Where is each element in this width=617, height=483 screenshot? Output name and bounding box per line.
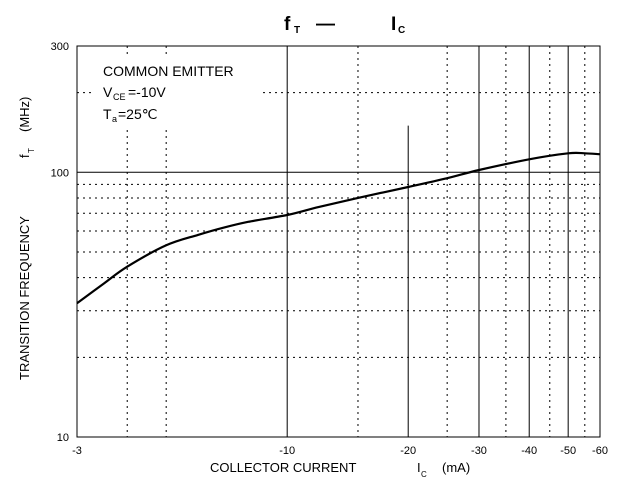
x-axis-label-subscript: C: [421, 470, 427, 479]
y-axis-label-unit: (MHz): [17, 97, 32, 132]
annotation-line-2-post: =-10V: [128, 84, 166, 100]
x-tick-label: -10: [279, 445, 295, 457]
annotation-line-1: COMMON EMITTER: [103, 63, 234, 79]
annotation-line-3-sub: a: [112, 114, 117, 124]
grid: [77, 46, 600, 437]
title-symbol-1: f: [284, 14, 291, 35]
y-tick-label: 100: [51, 167, 69, 179]
x-tick-label: -20: [400, 445, 416, 457]
title-dash: —: [316, 14, 335, 35]
x-axis-label: COLLECTOR CURRENT I C (mA): [210, 460, 470, 479]
x-tick-label: -40: [521, 445, 537, 457]
annotation-background: [92, 58, 262, 130]
x-axis-label-text: COLLECTOR CURRENT: [210, 460, 356, 475]
x-tick-label: -60: [592, 445, 608, 457]
y-axis-label: TRANSITION FREQUENCY f T (MHz): [17, 97, 36, 380]
annotation: COMMON EMITTER V CE =-10V T a =25℃: [103, 63, 234, 124]
y-tick-label: 300: [51, 41, 69, 53]
y-axis-label-symbol: f: [17, 154, 32, 158]
annotation-line-3-post: =25℃: [118, 106, 157, 122]
chart-title: f T — I C: [284, 14, 405, 36]
x-tick-label: -50: [560, 445, 576, 457]
title-subscript-2: C: [398, 25, 405, 36]
annotation-line-2-sub: CE: [113, 92, 126, 102]
title-subscript-1: T: [294, 25, 300, 36]
title-symbol-2: I: [391, 14, 396, 35]
y-axis-label-text: TRANSITION FREQUENCY: [17, 216, 32, 380]
x-axis-label-unit: (mA): [442, 460, 470, 475]
annotation-line-3-pre: T: [103, 106, 112, 122]
y-tick-label: 10: [57, 432, 69, 444]
y-tick-labels: 300 100 10: [51, 41, 69, 444]
plot-frame: [76, 45, 601, 438]
series-layer: [76, 151, 601, 305]
x-tick-label: -3: [72, 445, 82, 457]
annotation-line-2-pre: V: [103, 84, 113, 100]
series-line: [76, 151, 601, 305]
x-tick-labels: -3 -10 -20 -30 -40 -50 -60: [72, 445, 608, 457]
y-axis-label-subscript: T: [27, 148, 36, 153]
x-tick-label: -30: [471, 445, 487, 457]
x-axis-label-symbol: I: [417, 460, 421, 475]
